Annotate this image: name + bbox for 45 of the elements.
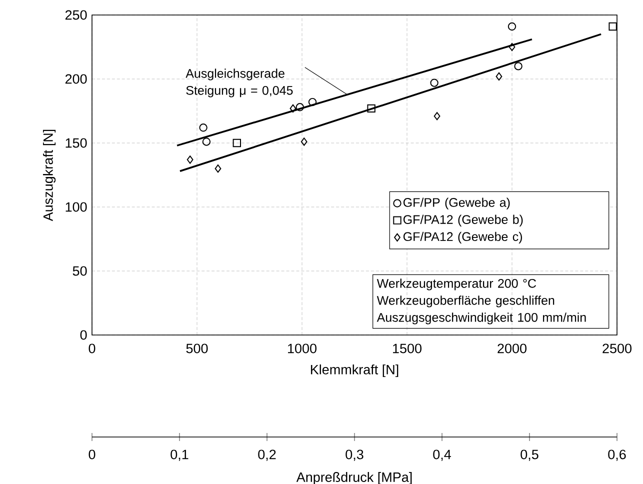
point (430, 78, 438, 87)
y-tick-label: 0 (80, 330, 87, 340)
y-axis-title: Auszugkraft [N] (42, 130, 56, 222)
point (186, 156, 194, 164)
point (290, 104, 296, 113)
point (434, 112, 440, 120)
x2-tick-label: 0 (88, 450, 96, 460)
x-tick-label: 0 (88, 344, 96, 354)
point (214, 164, 222, 173)
x-tick-label: 2000 (498, 344, 526, 354)
x-tick-label: 1500 (393, 344, 422, 354)
x2-tick-label: 0,2 (258, 450, 276, 461)
legend-label: GF/PP (Gewebe a) (403, 198, 510, 210)
x-axis-title: Klemmkraft [N] (310, 364, 398, 378)
point (232, 138, 241, 148)
x2-tick-label: 0,6 (608, 450, 626, 461)
x2-tick-label: 0,1 (170, 450, 188, 461)
y-tick-label: 50 (72, 266, 87, 276)
point (496, 72, 502, 81)
x-tick-label: 1000 (288, 344, 316, 354)
x-tick-label: 500 (186, 344, 208, 354)
point (514, 62, 522, 70)
x2-tick-label: 0,3 (346, 450, 364, 461)
legend-label: GF/PA12 (Gewebe c) (403, 232, 522, 244)
y-tick-label: 150 (66, 138, 87, 148)
point (608, 22, 617, 31)
point (508, 22, 516, 31)
y-tick-label: 100 (66, 202, 87, 212)
x-tick-label: 2500 (602, 344, 632, 354)
x2-tick-label: 0,5 (520, 450, 538, 461)
legend-label: GF/PA12 (Gewebe b) (403, 214, 523, 226)
point (308, 98, 317, 106)
point (199, 124, 208, 132)
annotation: Werkzeugtemperatur 200 °C (376, 278, 536, 290)
x2-tick-label: 0,4 (433, 450, 451, 461)
y-tick-label: 250 (65, 10, 87, 20)
y-tick-label: 200 (65, 74, 87, 84)
point (300, 138, 308, 146)
point (508, 42, 516, 52)
point (202, 138, 211, 146)
point (367, 104, 376, 113)
annotation: Werkzeugoberfläche geschliffen (376, 296, 554, 308)
annotation: Ausgleichsgerade Steigung μ = 0,045 (186, 68, 293, 98)
annotation: Auszugsgeschwindigkeit 100 mm/min (376, 312, 586, 324)
point (296, 103, 304, 112)
